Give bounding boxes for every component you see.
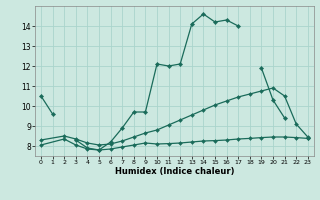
X-axis label: Humidex (Indice chaleur): Humidex (Indice chaleur): [115, 167, 234, 176]
